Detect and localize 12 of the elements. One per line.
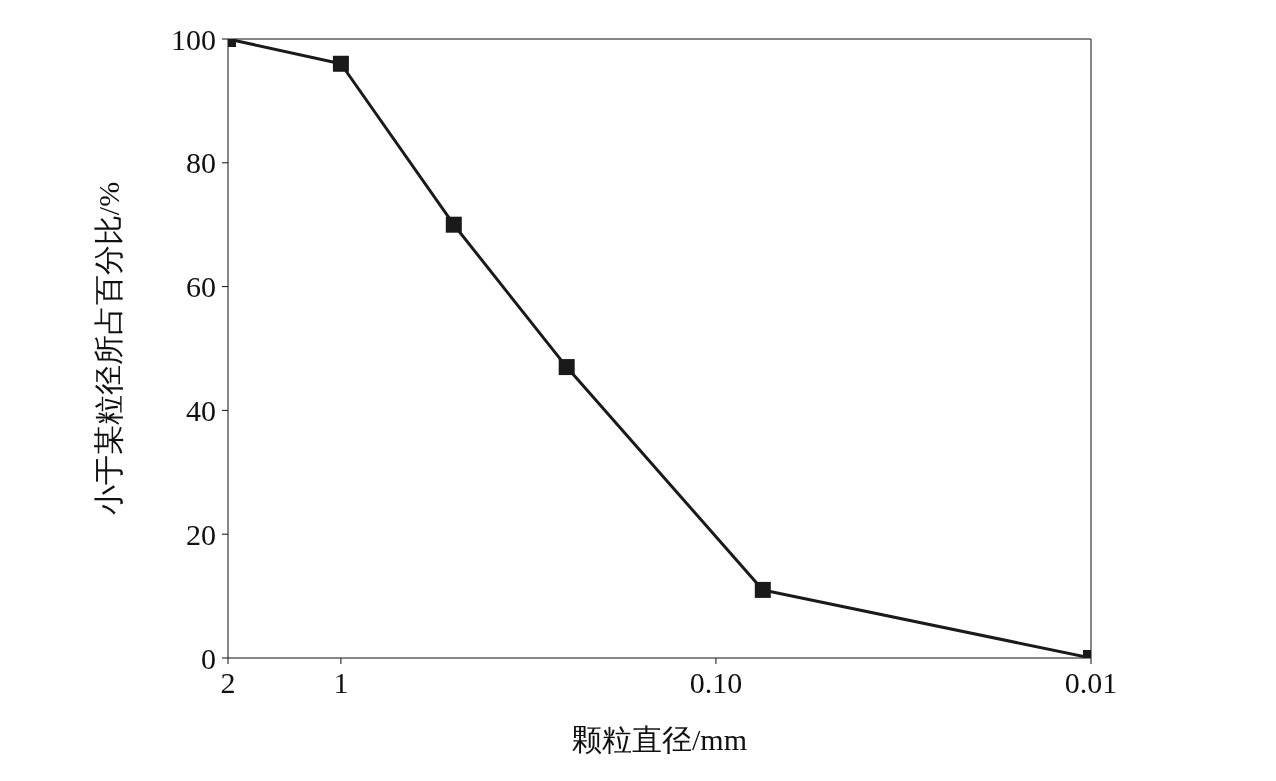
y-tick-label: 40 — [186, 394, 216, 428]
x-tick-label: 0.01 — [1064, 666, 1118, 700]
y-axis-title: 小于某粒径所占百分比/% — [91, 181, 125, 516]
y-tick-label: 20 — [186, 517, 216, 551]
x-tick-label: 1 — [333, 666, 349, 700]
x-tick-label: 2 — [220, 666, 236, 700]
x-axis-title: 颗粒直径/mm — [571, 723, 748, 756]
y-tick-label: 100 — [171, 22, 216, 56]
y-tick-label: 60 — [186, 270, 216, 304]
x-tick-label: 0.10 — [689, 666, 743, 700]
y-tick-label: 80 — [186, 146, 216, 180]
y-tick-label: 0 — [201, 641, 216, 675]
